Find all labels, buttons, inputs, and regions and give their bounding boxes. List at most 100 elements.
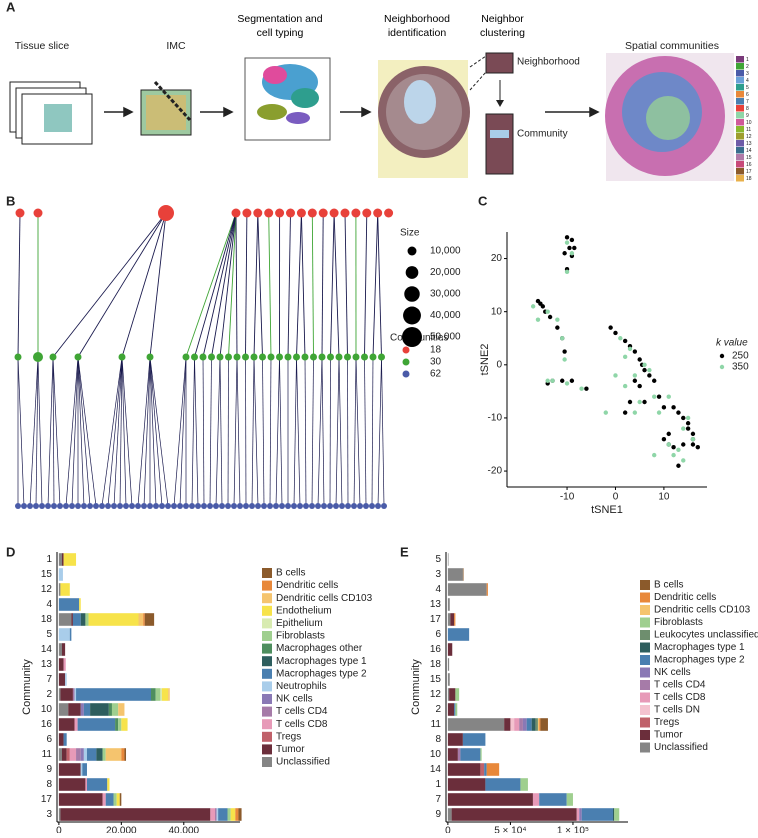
bar-segment [228, 808, 231, 821]
legend-swatch [640, 593, 650, 603]
tree-node [243, 503, 249, 509]
legend-swatch [640, 668, 650, 678]
size-label: 20,000 [430, 267, 461, 278]
tree-node [34, 209, 43, 218]
tree-node [333, 503, 339, 509]
legend-swatch [262, 631, 272, 641]
point [604, 410, 608, 414]
legend-label: T cells CD4 [276, 706, 328, 717]
tree-node [191, 354, 198, 361]
bar-segment [107, 778, 109, 791]
legend-label: 12 [746, 134, 752, 140]
bar-segment [448, 688, 449, 701]
bar-segment [62, 748, 67, 761]
bar-segment [532, 718, 536, 731]
legend-swatch [262, 669, 272, 679]
legend-dot [403, 359, 410, 366]
y-tick-label: 3 [435, 569, 441, 580]
bar-segment [538, 718, 539, 731]
legend-label: 250 [732, 351, 749, 362]
bar-segment [450, 613, 454, 626]
bar-segment [70, 748, 76, 761]
point [642, 400, 646, 404]
size-key [404, 286, 419, 301]
bar-segment [448, 808, 452, 821]
bar-segment [480, 763, 484, 776]
legend-label: Tumor [276, 744, 305, 755]
bar-segment [455, 688, 459, 701]
y-axis-title: Community [21, 659, 33, 715]
tree-node [189, 503, 195, 509]
x-tick-label: 1 × 10⁵ [557, 826, 589, 833]
tree-edge [252, 357, 254, 506]
bar-segment [151, 688, 156, 701]
point [570, 379, 574, 383]
point [560, 336, 564, 340]
y-tick-label: 2 [435, 704, 441, 715]
bar-segment [73, 688, 75, 701]
tree-node [276, 354, 283, 361]
legend-swatch [736, 112, 744, 119]
tree-edge [246, 357, 247, 506]
bar-segment [124, 748, 126, 761]
point [536, 317, 540, 321]
tree-node [123, 503, 129, 509]
tree-node [251, 354, 258, 361]
y-tick-label: 14 [430, 764, 442, 775]
point [681, 416, 685, 420]
tree-edge [66, 357, 78, 506]
point [637, 384, 641, 388]
tree-edge [254, 357, 258, 506]
tree-edge [301, 213, 305, 357]
tree-edge [378, 213, 382, 357]
point [676, 464, 680, 468]
tree-node [111, 503, 117, 509]
tree-node [268, 354, 275, 361]
point [565, 270, 569, 274]
tree-node [57, 503, 63, 509]
tree-node [105, 503, 111, 509]
bar-segment [85, 778, 87, 791]
tree-edge [210, 357, 212, 506]
point [548, 315, 552, 319]
point [652, 379, 656, 383]
tree-edge [220, 213, 236, 357]
bar-segment [112, 703, 118, 716]
bar-segment [533, 793, 539, 806]
tree-node [308, 209, 317, 218]
tree-node [293, 354, 300, 361]
legend-label: 3 [746, 71, 749, 77]
bar-segment [59, 718, 75, 731]
tree-node [378, 354, 385, 361]
tsne-image [245, 58, 330, 140]
bar-segment [514, 718, 519, 731]
bar-segment [231, 808, 236, 821]
panel-label: A [6, 0, 16, 14]
point [555, 325, 559, 329]
bar-segment [81, 748, 84, 761]
point [565, 240, 569, 244]
legend-swatch [736, 154, 744, 161]
legend-swatch [262, 757, 272, 767]
bar-segment [59, 598, 79, 611]
bar-segment [109, 703, 112, 716]
point [652, 453, 656, 457]
y-tick-label: 4 [435, 584, 441, 595]
tree-edge [305, 357, 306, 506]
tree-node [225, 354, 232, 361]
tree-node [15, 354, 22, 361]
x-tick-label: 0 [613, 492, 619, 503]
legend-swatch [262, 581, 272, 591]
legend-label: 7 [746, 99, 749, 105]
tree-node [171, 503, 177, 509]
bar-segment [59, 763, 81, 776]
tree-edge [78, 357, 90, 506]
legend-label: 1 [746, 57, 749, 63]
point [628, 347, 632, 351]
tree-edge [270, 357, 271, 506]
tree-node [141, 503, 147, 509]
bar-segment [74, 718, 77, 731]
point [567, 246, 571, 250]
point [572, 246, 576, 250]
bar-segment [76, 688, 151, 701]
